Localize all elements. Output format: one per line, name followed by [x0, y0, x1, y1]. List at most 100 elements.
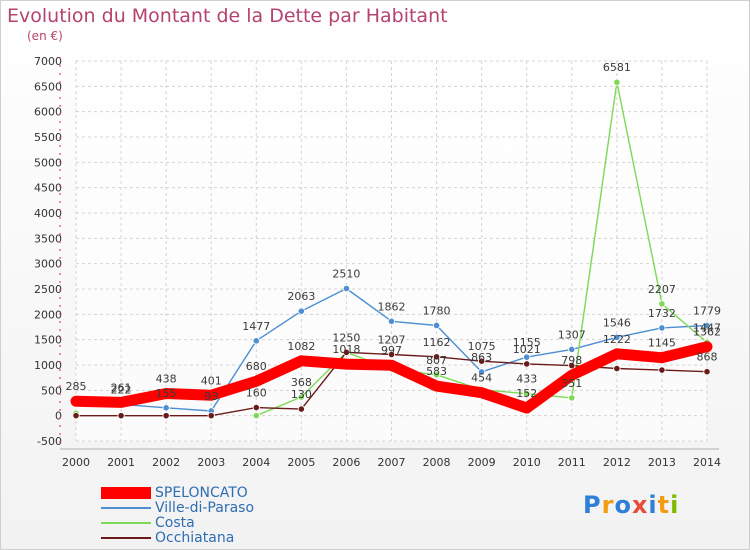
data-point [703, 368, 711, 376]
data-label: 433 [516, 373, 537, 386]
data-point [658, 324, 666, 332]
y-tick-label: 2500 [34, 283, 62, 296]
x-tick-label: 2000 [62, 456, 90, 469]
data-point [432, 321, 441, 330]
x-tick-label: 2008 [423, 456, 451, 469]
data-point [207, 412, 215, 420]
legend-label: Ville-di-Paraso [155, 500, 255, 516]
x-tick-label: 2011 [558, 456, 586, 469]
legend-item: Occhiatana [101, 530, 234, 546]
data-point [386, 360, 397, 371]
data-label: 160 [246, 387, 267, 400]
data-point [117, 412, 125, 420]
data-label: 1732 [648, 307, 676, 320]
data-point [252, 337, 260, 345]
data-point [72, 412, 80, 420]
x-tick-label: 2006 [332, 456, 360, 469]
data-label: 1207 [378, 334, 406, 347]
data-label: 285 [66, 380, 87, 393]
y-tick-label: 4000 [34, 207, 62, 220]
data-point [568, 394, 576, 402]
data-point [523, 360, 531, 368]
x-tick-label: 2010 [513, 456, 541, 469]
data-label: 2510 [332, 267, 360, 280]
data-point [566, 370, 577, 381]
y-tick-label: 2000 [34, 308, 62, 321]
legend-swatch [101, 507, 151, 509]
data-label: 1021 [513, 343, 541, 356]
logo-letter: i [648, 491, 658, 519]
logo-letter: P [583, 491, 602, 519]
data-point [568, 345, 576, 354]
plot-area [76, 61, 707, 441]
data-point [161, 388, 172, 399]
data-point [297, 405, 305, 413]
data-label: 93 [204, 390, 218, 403]
y-tick-label: 500 [41, 384, 62, 397]
x-tick-label: 2004 [242, 456, 270, 469]
legend-item: Ville-di-Paraso [101, 500, 254, 516]
data-label: 1546 [603, 316, 631, 329]
data-point [568, 362, 576, 370]
data-label: 1082 [287, 340, 315, 353]
data-label: 454 [471, 372, 492, 385]
y-tick-label: 3000 [34, 258, 62, 271]
x-tick-label: 2003 [197, 456, 225, 469]
x-tick-label: 2014 [693, 456, 721, 469]
legend-label: SPELONCATO [155, 485, 248, 501]
data-point [702, 341, 712, 352]
data-label: 1075 [468, 340, 496, 353]
legend-swatch [101, 522, 151, 524]
data-label: 1862 [378, 300, 406, 313]
data-point [71, 396, 81, 407]
data-label: 863 [471, 351, 492, 364]
x-tick-label: 2009 [468, 456, 496, 469]
data-label: 401 [201, 374, 222, 387]
proxiti-logo: Proxiti [583, 491, 679, 519]
data-point [432, 353, 441, 361]
data-point [341, 359, 352, 370]
legend-label: Costa [155, 515, 195, 531]
data-label: 868 [697, 351, 718, 364]
data-point [658, 300, 666, 308]
data-point [478, 357, 486, 365]
data-label: 1250 [332, 331, 360, 344]
data-label: 680 [246, 360, 267, 373]
data-point [342, 348, 351, 356]
chart-unit-label: (en €) [27, 29, 63, 43]
x-tick-label: 2012 [603, 456, 631, 469]
data-label: 583 [426, 365, 447, 378]
data-label: 798 [561, 354, 582, 367]
data-point [297, 307, 305, 315]
x-tick-label: 2002 [152, 456, 180, 469]
data-point [658, 366, 666, 374]
data-label: 2063 [287, 290, 315, 303]
data-point [387, 317, 396, 325]
logo-letter: t [657, 491, 671, 519]
series-occhiatana [72, 348, 711, 420]
y-tick-label: 6500 [34, 80, 62, 93]
data-label: 1477 [242, 320, 270, 333]
y-tick-label: 4500 [34, 182, 62, 195]
logo-letter: i [670, 491, 680, 519]
data-point [613, 78, 621, 86]
data-label: 1362 [693, 326, 721, 339]
data-point [297, 393, 305, 401]
data-label: 1307 [558, 328, 586, 341]
logo-letter: r [601, 491, 615, 519]
data-label: 807 [426, 354, 447, 367]
data-point [162, 404, 170, 412]
data-label: 1155 [513, 336, 541, 349]
y-tick-label: 0 [55, 410, 62, 423]
data-point [251, 376, 262, 387]
data-point [342, 284, 351, 293]
data-label: 1145 [648, 337, 676, 350]
data-point [116, 397, 127, 408]
y-tick-label: 3500 [34, 232, 62, 245]
legend-swatch [101, 537, 151, 539]
data-label: 1162 [423, 336, 451, 349]
data-label: 351 [561, 377, 582, 390]
data-label: 6581 [603, 61, 631, 74]
